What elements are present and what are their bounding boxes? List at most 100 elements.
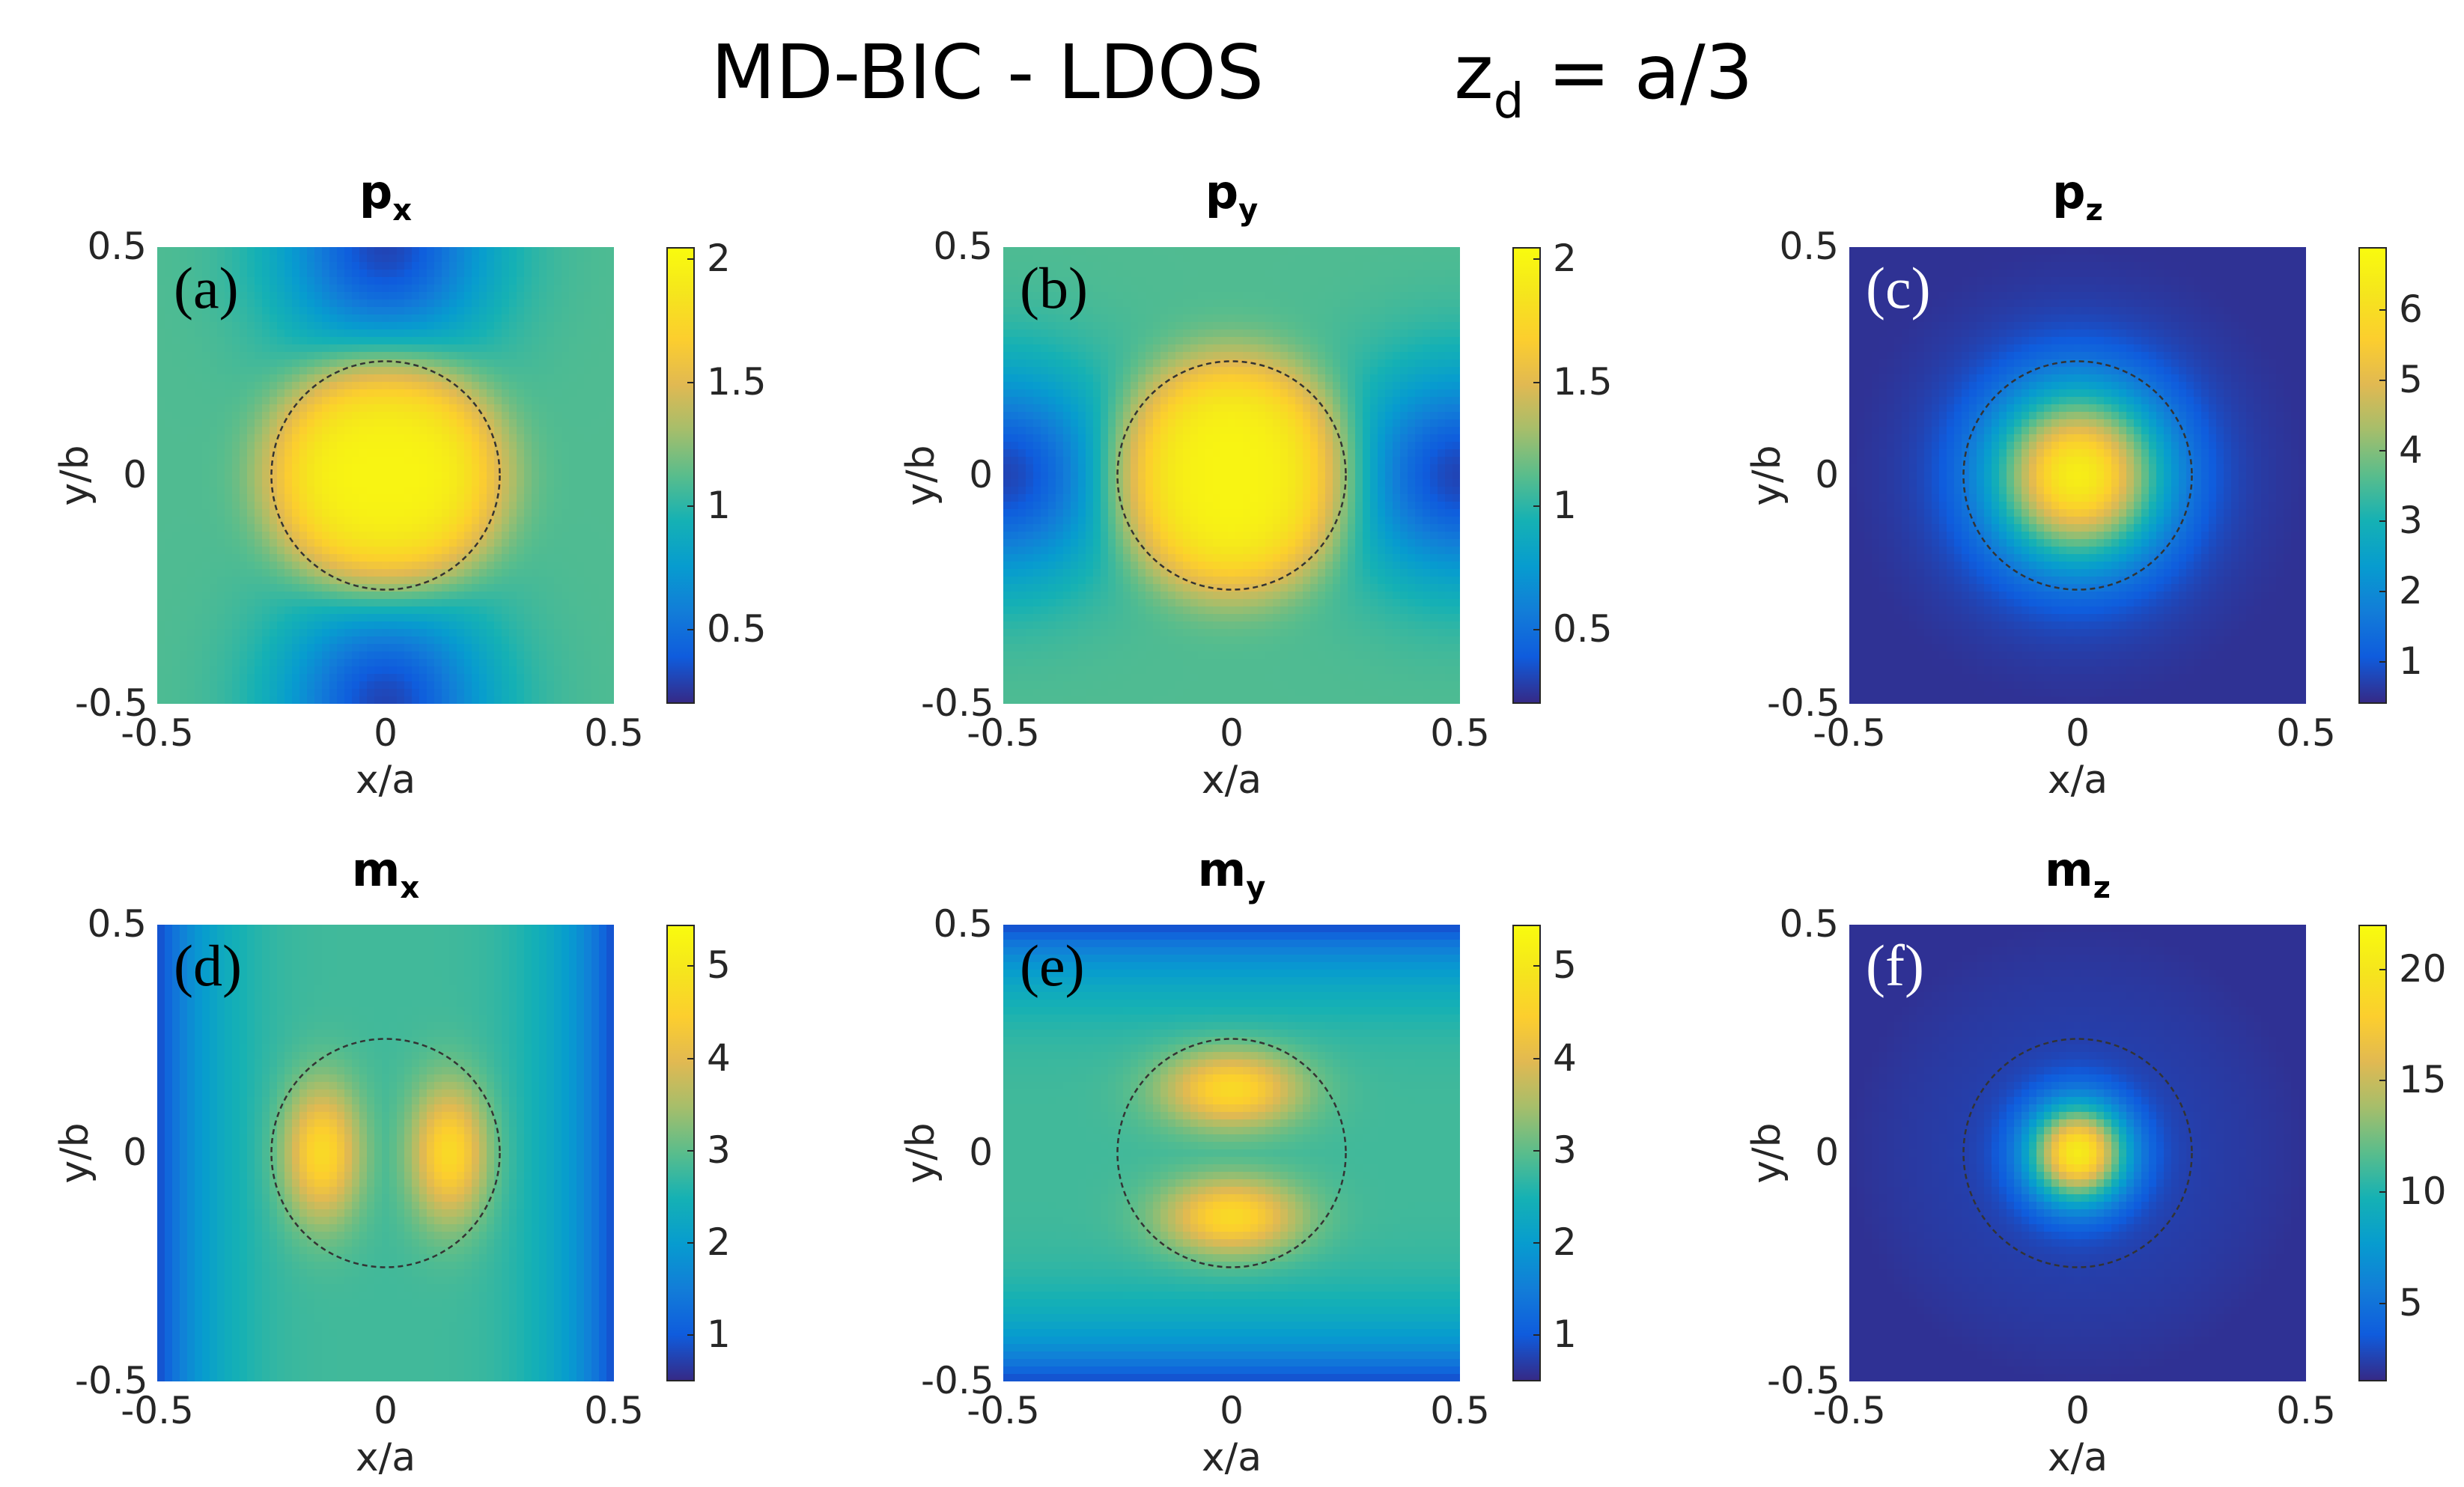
heatmap-cell — [1116, 554, 1124, 562]
heatmap-cell — [1123, 614, 1131, 622]
heatmap-cell — [584, 651, 592, 660]
heatmap-cell — [449, 509, 457, 517]
heatmap-cell — [1033, 262, 1041, 270]
heatmap-cell — [532, 322, 540, 330]
heatmap-cell — [1033, 554, 1041, 562]
heatmap-cell — [292, 547, 300, 555]
heatmap-cell — [1101, 255, 1109, 263]
heatmap-cell — [494, 592, 502, 600]
heatmap-cell — [1026, 532, 1034, 540]
heatmap-cell — [1093, 644, 1101, 652]
heatmap-cell — [419, 621, 428, 630]
heatmap-cell — [397, 524, 405, 532]
heatmap-cell — [464, 397, 472, 405]
heatmap-cell — [547, 524, 555, 532]
heatmap-cell — [1011, 659, 1019, 667]
heatmap-cell — [1041, 562, 1049, 570]
heatmap-cell — [1063, 509, 1071, 517]
heatmap-cell — [457, 434, 465, 443]
heatmap-cell — [1138, 509, 1146, 517]
heatmap-cell — [374, 449, 383, 457]
heatmap-cell — [1123, 517, 1131, 525]
heatmap-cell — [1131, 270, 1139, 278]
heatmap-cell — [337, 696, 345, 704]
heatmap-cell — [472, 651, 480, 660]
heatmap-cell — [509, 636, 517, 645]
heatmap-cell — [1063, 592, 1071, 600]
heatmap-cell — [172, 412, 180, 420]
heatmap-cell — [292, 449, 300, 457]
heatmap-cell — [1086, 292, 1094, 300]
heatmap-cell — [314, 592, 323, 600]
heatmap-cell — [457, 681, 465, 690]
heatmap-cell — [479, 509, 487, 517]
heatmap-cell — [1146, 577, 1154, 585]
heatmap-cell — [299, 674, 308, 682]
heatmap-cell — [262, 689, 270, 697]
heatmap-cell — [472, 382, 480, 390]
heatmap-cell — [337, 479, 345, 487]
heatmap-cell — [299, 344, 308, 353]
heatmap-cell — [1063, 427, 1071, 435]
heatmap-cell — [225, 314, 233, 323]
heatmap-cell — [187, 644, 195, 652]
heatmap-cell — [382, 255, 390, 263]
heatmap-cell — [157, 374, 165, 383]
heatmap-cell — [449, 689, 457, 697]
heatmap-cell — [1056, 412, 1064, 420]
heatmap-cell — [472, 367, 480, 375]
heatmap-cell — [464, 599, 472, 607]
heatmap-cell — [502, 277, 510, 285]
heatmap-cell — [479, 270, 487, 278]
heatmap-cell — [1018, 524, 1026, 532]
heatmap-cell — [165, 299, 173, 308]
heatmap-cell — [255, 502, 263, 510]
heatmap-cell — [599, 547, 607, 555]
heatmap-cell — [1026, 255, 1034, 263]
heatmap-cell — [457, 524, 465, 532]
heatmap-cell — [1041, 344, 1049, 353]
heatmap-cell — [547, 382, 555, 390]
heatmap-cell — [1011, 449, 1019, 457]
heatmap-cell — [539, 449, 547, 457]
heatmap-cell — [1116, 389, 1124, 398]
heatmap-cell — [329, 292, 338, 300]
heatmap-cell — [412, 487, 420, 495]
heatmap-cell — [165, 614, 173, 622]
heatmap-cell — [1146, 314, 1154, 323]
heatmap-cell — [442, 517, 450, 525]
heatmap-cell — [382, 651, 390, 660]
heatmap-cell — [202, 532, 210, 540]
heatmap-cell — [337, 270, 345, 278]
heatmap-cell — [1011, 554, 1019, 562]
heatmap-cell — [1011, 374, 1019, 383]
heatmap-cell — [262, 606, 270, 615]
heatmap-cell — [1003, 322, 1012, 330]
heatmap-cell — [1108, 479, 1116, 487]
heatmap-cell — [277, 307, 285, 315]
heatmap-cell — [591, 344, 600, 353]
heatmap-cell — [270, 487, 278, 495]
heatmap-cell — [292, 382, 300, 390]
heatmap-cell — [591, 404, 600, 413]
heatmap-cell — [464, 472, 472, 480]
heatmap-cell — [1131, 599, 1139, 607]
heatmap-cell — [1041, 397, 1049, 405]
heatmap-cell — [180, 644, 188, 652]
heatmap-cell — [232, 374, 240, 383]
heatmap-cell — [1048, 307, 1056, 315]
heatmap-cell — [1093, 517, 1101, 525]
heatmap-cell — [292, 636, 300, 645]
heatmap-cell — [509, 606, 517, 615]
heatmap-cell — [337, 517, 345, 525]
heatmap-cell — [404, 464, 413, 472]
heatmap-cell — [337, 621, 345, 630]
heatmap-cell — [359, 262, 368, 270]
heatmap-cell — [502, 674, 510, 682]
heatmap-cell — [389, 696, 398, 704]
heatmap-cell — [532, 307, 540, 315]
heatmap-cell — [262, 659, 270, 667]
heatmap-cell — [225, 359, 233, 368]
heatmap-cell — [472, 562, 480, 570]
heatmap-cell — [1078, 359, 1086, 368]
